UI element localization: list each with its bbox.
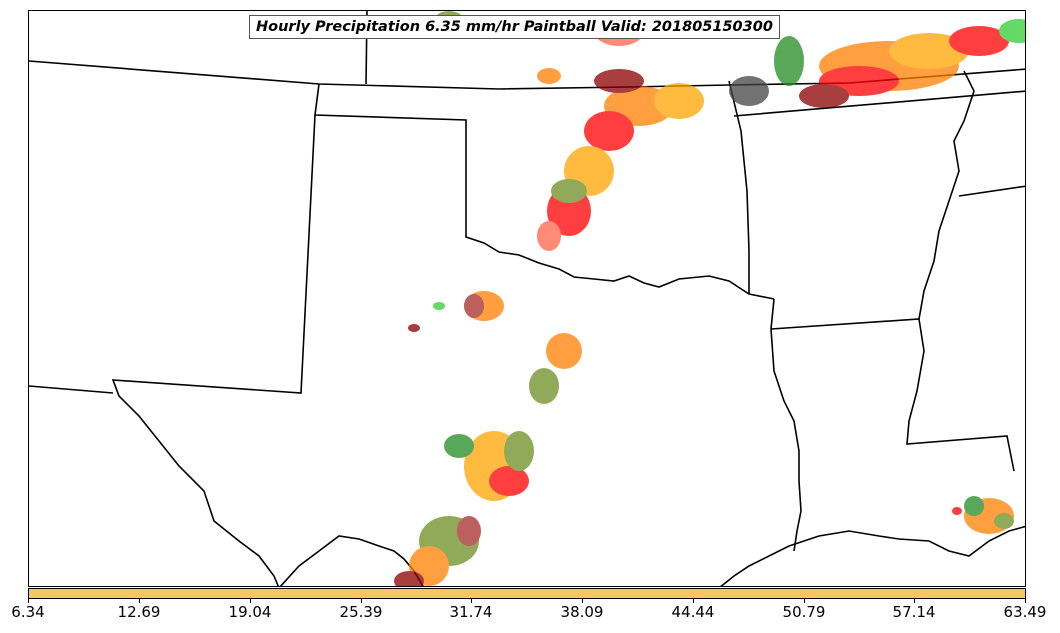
tick-mark bbox=[804, 599, 805, 603]
tick-mark bbox=[471, 599, 472, 603]
tick-mark bbox=[914, 599, 915, 603]
tick-label: 19.04 bbox=[228, 603, 272, 621]
tick-mark bbox=[361, 599, 362, 603]
tick-label: 44.44 bbox=[671, 603, 715, 621]
precipitation-paintballs bbox=[394, 11, 1025, 586]
new-mexico-border bbox=[111, 114, 316, 586]
tick-mark bbox=[582, 599, 583, 603]
rio-grande bbox=[279, 535, 424, 586]
tick-label: 38.09 bbox=[560, 603, 604, 621]
tick-mark bbox=[250, 599, 251, 603]
colorbar bbox=[28, 588, 1026, 599]
storm-cells-texas bbox=[394, 291, 582, 586]
map-panel bbox=[28, 10, 1026, 587]
new-mexico-arizona-line bbox=[29, 385, 114, 394]
storm-line-oklahoma bbox=[434, 11, 704, 251]
tick-label: 12.69 bbox=[117, 603, 161, 621]
tick-label: 31.74 bbox=[449, 603, 493, 621]
tennessee-line bbox=[958, 185, 1025, 197]
arkansas-north bbox=[733, 90, 1025, 117]
kansas-oklahoma-border bbox=[314, 83, 775, 300]
tick-label: 57.14 bbox=[892, 603, 936, 621]
storm-cells-louisiana bbox=[952, 496, 1014, 534]
texas-oklahoma-east bbox=[728, 80, 750, 294]
arkansas-texas-border bbox=[770, 298, 802, 552]
tick-mark bbox=[1025, 599, 1026, 603]
tick-mark bbox=[139, 599, 140, 603]
map-title: Hourly Precipitation 6.35 mm/hr Paintbal… bbox=[249, 15, 780, 39]
tick-label: 25.39 bbox=[339, 603, 383, 621]
tick-label: 63.49 bbox=[1003, 603, 1047, 621]
tick-mark bbox=[28, 599, 29, 603]
tick-mark bbox=[693, 599, 694, 603]
mississippi-river bbox=[918, 70, 975, 320]
gulf-coastline bbox=[720, 525, 1025, 586]
state-boundaries bbox=[29, 11, 1025, 586]
precipitation-map bbox=[29, 11, 1025, 586]
tick-label: 50.79 bbox=[782, 603, 826, 621]
tick-label: 6.34 bbox=[11, 603, 45, 621]
arkansas-louisiana-border bbox=[770, 318, 1015, 472]
storm-line-northeast bbox=[729, 19, 1025, 108]
